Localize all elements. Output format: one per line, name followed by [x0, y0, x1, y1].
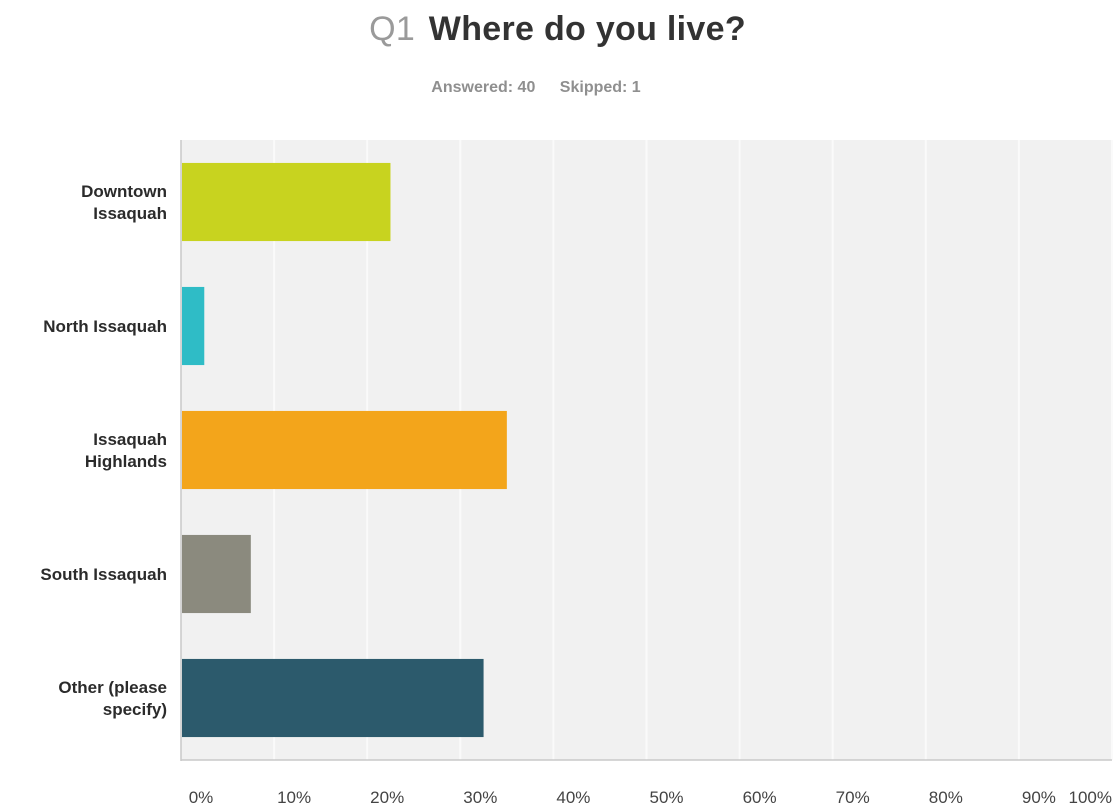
category-label: North Issaquah — [43, 317, 167, 336]
x-tick-label: 100% — [1069, 788, 1112, 807]
category-label: Other (please specify) — [58, 678, 167, 719]
x-tick-label: 60% — [743, 788, 777, 807]
x-tick-label: 30% — [463, 788, 497, 807]
bar — [182, 410, 507, 490]
x-tick-label: 10% — [277, 788, 311, 807]
answered-count: Answered: 40 — [431, 79, 536, 96]
x-tick-label: 50% — [649, 788, 683, 807]
bar — [182, 286, 205, 366]
category-label: Issaquah Highlands — [85, 430, 167, 471]
skipped-count: Skipped: 1 — [559, 79, 641, 96]
x-tick-label: 70% — [836, 788, 870, 807]
bar — [182, 658, 484, 738]
x-tick-label: 90% — [1022, 788, 1056, 807]
bar — [182, 162, 391, 242]
x-tick-label: 40% — [556, 788, 590, 807]
category-label: South Issaquah — [40, 565, 167, 584]
category-label: Downtown Issaquah — [81, 182, 167, 223]
bar — [182, 534, 251, 614]
x-tick-label: 20% — [370, 788, 404, 807]
question-number: Q1 — [369, 10, 416, 48]
x-tick-label: 80% — [929, 788, 963, 807]
x-tick-label: 0% — [189, 788, 214, 807]
question-text: Where do you live? — [428, 10, 746, 48]
chart-title: Q1 Where do you live? — [0, 10, 1115, 49]
response-summary: Answered: 40 Skipped: 1 — [0, 79, 1072, 97]
